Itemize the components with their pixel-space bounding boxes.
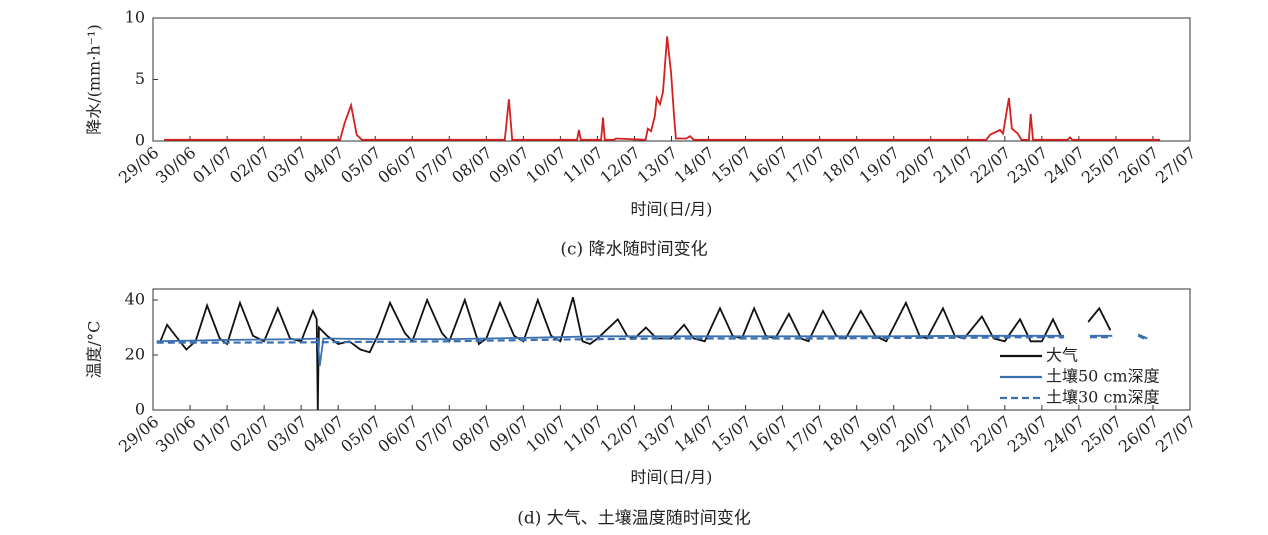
data-line — [156, 333, 1148, 367]
y-tick-label: 0 — [135, 400, 145, 419]
y-tick-label: 20 — [125, 345, 145, 364]
caption: (d) 大气、土壤温度随时间变化 — [517, 508, 751, 529]
x-axis-label: 时间(日/月) — [631, 468, 713, 487]
legend-label: 大气 — [1046, 346, 1078, 365]
legend-label: 土壤50 cm深度 — [1046, 367, 1160, 386]
data-line — [164, 36, 1160, 141]
legend-label: 土壤30 cm深度 — [1046, 388, 1160, 407]
x-axis-label: 时间(日/月) — [631, 200, 713, 219]
y-tick-label: 40 — [125, 290, 145, 309]
caption: (c) 降水随时间变化 — [560, 240, 707, 260]
y-axis-label: 温度/°C — [85, 321, 104, 379]
data-line — [159, 297, 1112, 411]
y-axis-label: 降水/(mm·h⁻¹) — [85, 24, 104, 134]
data-line — [156, 334, 1148, 344]
y-tick-label: 5 — [135, 69, 145, 88]
y-tick-label: 0 — [135, 131, 145, 150]
y-tick-label: 10 — [125, 8, 145, 27]
